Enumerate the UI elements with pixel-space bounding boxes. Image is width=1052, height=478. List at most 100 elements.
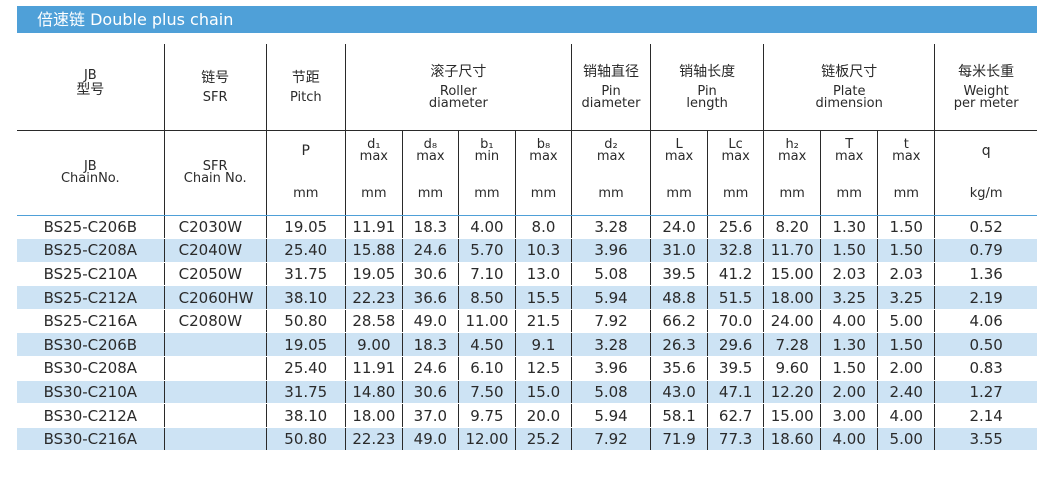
cell-l: 71.9 [650, 427, 708, 452]
cell-d2: 3.96 [570, 356, 651, 381]
cell-b8: 25.2 [514, 427, 572, 452]
table-row: BS25-C212A C2060HW 38.10 22.23 36.6 8.50 15.5 5… [17, 285, 1037, 310]
cell-h2: 11.70 [763, 238, 821, 263]
symbol-pitch: P [265, 129, 346, 172]
cell-b8: 9.1 [514, 332, 572, 358]
symbol-lc-limit: max [721, 149, 750, 165]
unit-b8: mm [514, 172, 572, 216]
symbol-d2-limit: max [596, 149, 626, 165]
cell-pitch: 25.40 [265, 238, 346, 263]
cell-d8: 36.6 [401, 285, 459, 310]
header-sfr: 链号 SFR [163, 44, 267, 131]
cell-b8: 8.0 [514, 215, 572, 240]
cell-d2: 7.92 [570, 309, 651, 334]
cell-h2: 12.20 [763, 380, 821, 405]
cell-t-lower: 2.40 [877, 380, 935, 405]
unit-t-upper: mm [820, 172, 878, 216]
cell-weight: 0.52 [934, 215, 1037, 240]
header-roller-en2: diameter [428, 95, 488, 111]
cell-t-lower: 5.00 [877, 427, 935, 452]
header-weight-cn: 每米长重 [958, 63, 1015, 80]
cell-jb-model: BS25-C212A [17, 285, 165, 310]
cell-t-upper: 1.50 [820, 238, 878, 263]
unit-d2: mm [570, 172, 651, 216]
cell-l: 43.0 [650, 380, 708, 405]
cell-t-lower: 2.03 [877, 262, 935, 287]
symbol-d8-limit: max [416, 149, 445, 165]
cell-b1: 4.50 [457, 332, 516, 358]
cell-lc: 29.6 [707, 332, 764, 358]
symbol-b8: b₈ max [514, 129, 572, 172]
cell-pitch: 38.10 [265, 285, 346, 310]
symbol-b8-name: b₈ [536, 137, 551, 153]
cell-d2: 5.94 [570, 403, 651, 428]
cell-weight: 0.50 [934, 332, 1037, 358]
cell-b1: 8.50 [457, 285, 516, 310]
cell-t-upper: 1.30 [820, 215, 878, 240]
cell-lc: 41.2 [707, 262, 764, 287]
cell-pitch: 50.80 [265, 309, 346, 334]
header-weight: 每米长重 Weight per meter [934, 44, 1037, 131]
symbol-d1: d₁ max [344, 129, 403, 172]
table-row: BS25-C216A C2080W 50.80 28.58 49.0 11.00 21.5 7… [17, 309, 1037, 334]
header-plate-cn: 链板尺寸 [821, 63, 878, 80]
cell-t-lower: 1.50 [877, 332, 935, 358]
header-jb: JB 型号 [17, 44, 165, 131]
symbol-lc-name: Lc [728, 137, 743, 153]
cell-b1: 11.00 [457, 309, 516, 334]
cell-h2: 15.00 [763, 403, 821, 428]
cell-t-upper: 2.00 [820, 380, 878, 405]
header-pin-dia-en2: diameter [581, 95, 641, 111]
unit-b1: mm [457, 172, 516, 216]
header-pin-dia-en1: Pin [601, 83, 621, 99]
cell-t-lower: 3.25 [877, 285, 935, 310]
symbol-b8-limit: max [529, 149, 558, 165]
cell-t-lower: 2.00 [877, 356, 935, 381]
unit-d8: mm [401, 172, 459, 216]
cell-b8: 15.0 [514, 380, 572, 405]
cell-h2: 24.00 [763, 309, 821, 334]
cell-d8: 49.0 [401, 309, 459, 334]
cell-pitch: 31.75 [265, 262, 346, 287]
header-jb-code: JB [83, 67, 97, 83]
symbol-t-lower-name: t [903, 137, 909, 153]
cell-sfr-chain-no [163, 380, 267, 405]
symbol-d1-name: d₁ [367, 137, 381, 153]
cell-l: 58.1 [650, 403, 708, 428]
cell-d2: 7.92 [570, 427, 651, 452]
cell-t-lower: 1.50 [877, 238, 935, 263]
cell-d8: 18.3 [401, 332, 459, 358]
symbol-b1-limit: min [474, 149, 500, 165]
cell-d1: 9.00 [344, 332, 403, 358]
cell-weight: 0.83 [934, 356, 1037, 381]
unit-q: kg/m [934, 172, 1037, 216]
header-plate-en2: dimension [815, 95, 883, 111]
table-row: BS30-C208A 25.40 11.91 24.6 6.10 12.5 3.96 35.6… [17, 356, 1037, 381]
cell-d1: 14.80 [344, 380, 403, 405]
cell-d1: 18.00 [344, 403, 403, 428]
cell-d2: 3.28 [570, 215, 651, 240]
cell-weight: 1.36 [934, 262, 1037, 287]
table-row: BS30-C210A 31.75 14.80 30.6 7.50 15.0 5.08 43.0… [17, 380, 1037, 405]
cell-d8: 18.3 [401, 215, 459, 240]
cell-h2: 7.28 [763, 332, 821, 358]
cell-d8: 24.6 [401, 238, 459, 263]
symbol-l-name: L [675, 137, 683, 153]
cell-b8: 15.5 [514, 285, 572, 310]
symbol-t-upper-limit: max [835, 149, 864, 165]
header-pin-len-en2: length [686, 95, 728, 111]
cell-lc: 47.1 [707, 380, 764, 405]
cell-h2: 9.60 [763, 356, 821, 381]
cell-b8: 20.0 [514, 403, 572, 428]
header-pin-len-en1: Pin [697, 83, 717, 99]
header-pin-dia-cn: 销轴直径 [583, 63, 640, 80]
table-row: BS30-C206B 19.05 9.00 18.3 4.50 9.1 3.28 26.3 29… [17, 332, 1037, 358]
cell-weight: 2.14 [934, 403, 1037, 428]
cell-l: 26.3 [650, 332, 708, 358]
cell-sfr-chain-no [163, 356, 267, 381]
cell-t-upper: 2.03 [820, 262, 878, 287]
cell-l: 39.5 [650, 262, 708, 287]
cell-pitch: 31.75 [265, 380, 346, 405]
header-sfr-cn: 链号 [201, 69, 230, 86]
cell-d1: 15.88 [344, 238, 403, 263]
